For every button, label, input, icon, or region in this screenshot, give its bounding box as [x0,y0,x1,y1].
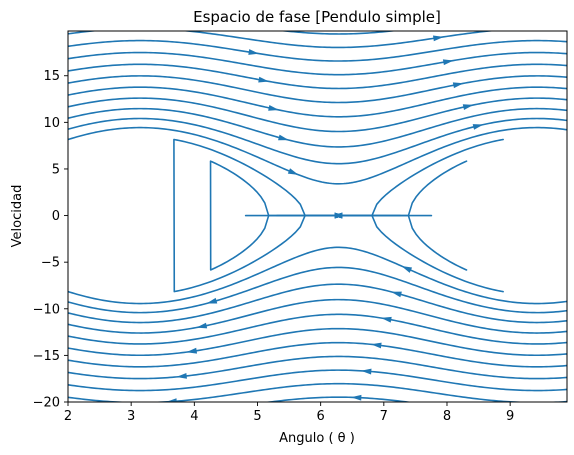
y-tick-label: 15 [43,69,60,84]
y-axis: −20 −15 −10 −5 0 5 10 15 [33,69,68,411]
chart-title: Espacio de fase [Pendulo simple] [193,8,441,26]
y-tick-label: 10 [43,116,60,131]
y-tick-label: 5 [52,162,60,177]
streamline [68,369,567,392]
streamline [68,246,567,305]
flow-arrow [278,134,289,141]
y-tick-label: −15 [33,349,60,364]
flow-arrow [442,59,454,66]
x-tick-label: 8 [443,409,451,424]
flow-arrow [462,104,474,110]
streamline [68,126,567,185]
y-tick-label: −20 [33,396,60,411]
flow-arrow [268,104,279,111]
streamline [263,396,414,402]
flow-arrow [472,124,484,130]
streamline [68,355,567,380]
orbit [173,138,504,293]
flow-arrow [258,76,269,83]
streamline [68,341,567,368]
plot-frame [67,30,568,403]
flow-arrow [452,82,464,89]
x-axis-label: Angulo ( θ ) [279,431,355,446]
streamline [68,51,567,76]
streamline [68,63,567,90]
y-axis-label: Velocidad [10,185,25,248]
streamline [68,75,567,104]
flow-arrow [360,368,372,375]
streamline [68,266,567,314]
y-tick-label: −10 [33,302,60,317]
x-tick-label: 3 [127,409,135,424]
flow-arrow [401,265,413,273]
streamline [68,39,567,62]
flow-arrow [370,342,382,349]
flow-arrow [186,347,198,354]
x-axis: 2 3 4 5 6 7 8 9 [64,402,514,424]
flow-arrow [287,168,299,175]
x-tick-label: 6 [317,409,325,424]
x-tick-label: 2 [64,409,72,424]
streamline [68,382,567,402]
flow-arrow [176,373,187,379]
x-tick-label: 4 [190,409,198,424]
flow-arrow [380,316,392,323]
streamline [68,117,567,165]
x-tick-label: 9 [506,409,514,424]
streamline [68,31,498,49]
streamline [68,327,567,357]
flow-arrow [196,322,208,329]
streamline [68,86,567,118]
streamline [68,283,567,324]
streamline [68,313,567,345]
streamline [55,448,574,455]
y-tick-label: 0 [52,209,60,224]
flow-arrow [228,0,239,2]
streamline [68,107,567,148]
flow-arrow [332,212,343,219]
flow-arrow [156,423,167,429]
flow-arrow [341,420,351,426]
flow-arrow [206,297,218,304]
streamline [278,31,399,35]
flow-arrow [350,394,362,401]
x-tick-label: 5 [253,409,261,424]
flow-arrow [146,447,156,453]
streamlines-layer [55,0,574,455]
flow-arrow [166,398,177,402]
flow-arrow [248,49,260,55]
flow-arrow [432,35,444,42]
orbit [209,160,468,271]
streamline [68,97,567,133]
streamline [68,298,567,334]
y-tick-label: −5 [41,256,60,271]
flow-arrow [391,291,402,298]
x-tick-label: 7 [380,409,388,424]
